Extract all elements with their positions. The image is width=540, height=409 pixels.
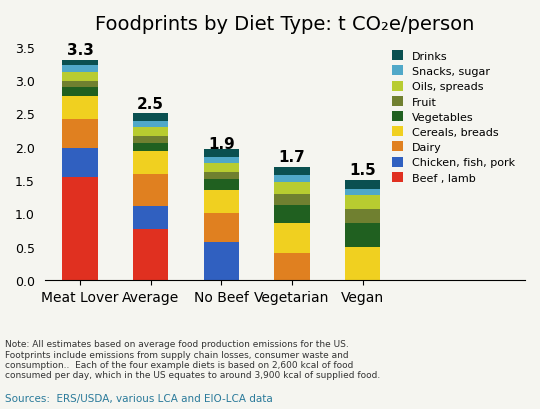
Text: 2.5: 2.5 <box>137 97 164 112</box>
Bar <box>133 175 168 207</box>
Text: Note: All estimates based on average food production emissions for the US.
Footp: Note: All estimates based on average foo… <box>5 339 381 380</box>
Bar <box>274 167 309 176</box>
Text: 1.9: 1.9 <box>208 137 235 151</box>
Bar <box>274 176 309 183</box>
Bar <box>63 97 98 119</box>
Bar <box>133 121 168 128</box>
Bar <box>345 224 380 247</box>
Bar <box>133 152 168 175</box>
Bar <box>133 207 168 229</box>
Bar <box>133 137 168 144</box>
Bar <box>274 195 309 206</box>
Title: Foodprints by Diet Type: t CO₂e/person: Foodprints by Diet Type: t CO₂e/person <box>95 15 475 34</box>
Bar <box>345 189 380 196</box>
Bar <box>204 173 239 179</box>
Bar <box>204 179 239 191</box>
Bar <box>63 88 98 97</box>
Bar <box>63 119 98 149</box>
Bar <box>133 144 168 152</box>
Bar <box>204 213 239 243</box>
Bar <box>63 66 98 73</box>
Bar <box>63 61 98 66</box>
Bar <box>133 114 168 121</box>
Text: Sources:  ERS/USDA, various LCA and EIO-LCA data: Sources: ERS/USDA, various LCA and EIO-L… <box>5 393 273 402</box>
Legend: Drinks, Snacks, sugar, Oils, spreads, Fruit, Vegetables, Cereals, breads, Dairy,: Drinks, Snacks, sugar, Oils, spreads, Fr… <box>387 47 519 188</box>
Bar <box>204 150 239 157</box>
Bar <box>204 191 239 213</box>
Bar <box>63 81 98 88</box>
Bar <box>345 196 380 209</box>
Bar <box>345 247 380 281</box>
Bar <box>204 157 239 164</box>
Bar <box>345 181 380 189</box>
Text: 3.3: 3.3 <box>66 43 93 58</box>
Bar <box>63 149 98 178</box>
Bar <box>274 183 309 195</box>
Bar <box>274 206 309 224</box>
Bar <box>133 128 168 137</box>
Text: 1.5: 1.5 <box>349 163 376 178</box>
Bar <box>63 178 98 281</box>
Bar <box>204 243 239 281</box>
Bar <box>204 164 239 173</box>
Bar <box>133 229 168 281</box>
Bar <box>274 224 309 254</box>
Bar <box>274 254 309 281</box>
Bar <box>63 73 98 81</box>
Bar <box>345 209 380 224</box>
Text: 1.7: 1.7 <box>279 150 305 165</box>
